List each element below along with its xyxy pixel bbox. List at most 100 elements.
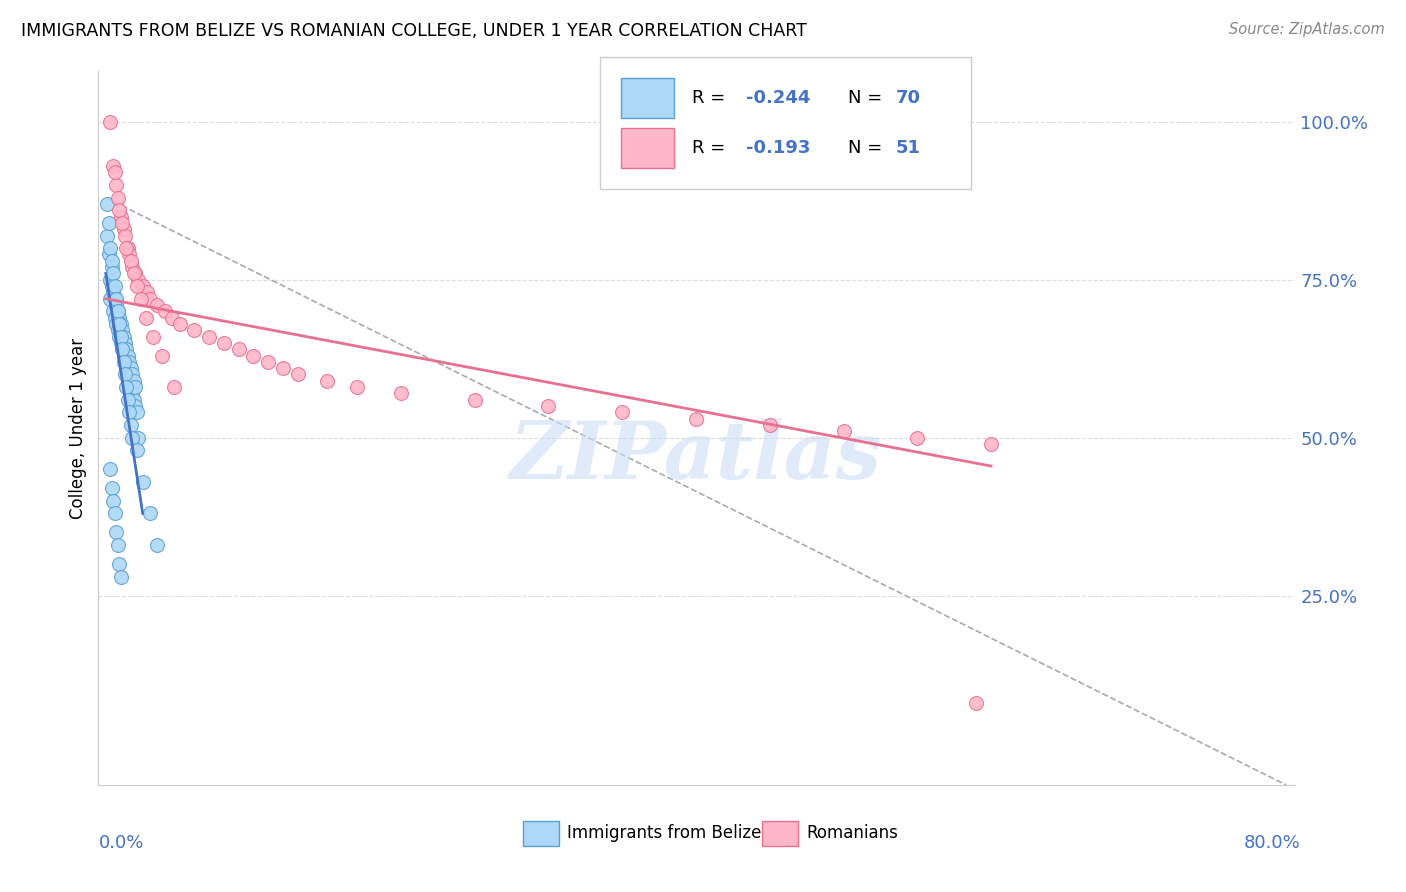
Point [104,279,127,293]
Point [101,267,124,281]
Point [758,417,780,432]
Point [101,304,124,318]
Point [464,392,486,407]
Point [105,292,128,306]
Point [127,431,149,445]
Point [107,191,129,205]
Point [271,361,294,376]
Point [117,349,139,363]
Point [122,374,145,388]
Point [98,241,121,255]
Point [127,273,149,287]
Text: R =: R = [692,89,731,107]
Point [121,260,143,274]
Point [114,368,136,382]
Point [100,253,122,268]
Point [129,292,152,306]
Point [101,285,124,300]
Point [98,462,121,476]
Point [124,399,146,413]
Point [139,292,162,306]
Text: R =: R = [692,139,731,157]
Point [96,228,118,243]
Text: IMMIGRANTS FROM BELIZE VS ROMANIAN COLLEGE, UNDER 1 YEAR CORRELATION CHART: IMMIGRANTS FROM BELIZE VS ROMANIAN COLLE… [21,22,807,40]
Point [121,368,143,382]
Point [111,216,134,230]
Point [163,380,186,394]
Point [832,425,855,439]
Point [135,310,157,325]
FancyBboxPatch shape [620,128,675,168]
Point [150,349,173,363]
Point [114,355,136,369]
Point [107,304,129,318]
Point [100,481,122,495]
Text: 0.0%: 0.0% [98,834,143,852]
Point [98,292,121,306]
Point [108,557,131,571]
Point [112,222,135,236]
Point [97,247,120,261]
Point [120,253,142,268]
Point [124,267,146,281]
Point [118,405,141,419]
Point [118,355,141,369]
Point [120,380,142,394]
Point [142,329,165,343]
Point [111,343,134,357]
Point [115,343,138,357]
Point [110,210,132,224]
Point [136,285,159,300]
Text: 80.0%: 80.0% [1244,834,1301,852]
Point [257,355,280,369]
Point [153,304,176,318]
Point [108,317,131,331]
Point [198,329,221,343]
Point [120,417,142,432]
Point [115,241,138,255]
Text: N =: N = [848,89,887,107]
Point [242,349,264,363]
Text: Immigrants from Belize: Immigrants from Belize [567,824,761,842]
Point [537,399,560,413]
Point [287,368,309,382]
Point [110,569,132,583]
Point [980,437,1002,451]
Point [212,335,235,350]
Text: 70: 70 [896,89,921,107]
Point [107,304,129,318]
Point [112,329,135,343]
Point [146,298,169,312]
Point [117,392,139,407]
Point [111,323,134,337]
Point [100,260,122,274]
Point [118,247,141,261]
Point [965,696,987,710]
Point [183,323,205,337]
Point [97,216,120,230]
Point [96,197,118,211]
Point [228,343,250,357]
Point [101,493,124,508]
Point [115,361,138,376]
Point [108,310,131,325]
FancyBboxPatch shape [620,78,675,118]
Point [125,443,148,458]
Point [104,292,127,306]
Point [120,361,142,376]
Point [115,380,138,394]
Point [905,431,928,445]
Point [98,115,121,129]
Point [131,279,153,293]
Point [98,273,121,287]
Point [125,405,148,419]
Point [122,267,145,281]
Point [139,507,162,521]
Point [105,298,128,312]
Point [111,343,134,357]
Point [105,178,128,192]
Point [125,279,148,293]
Point [114,335,136,350]
FancyBboxPatch shape [762,821,797,846]
Point [107,323,129,337]
